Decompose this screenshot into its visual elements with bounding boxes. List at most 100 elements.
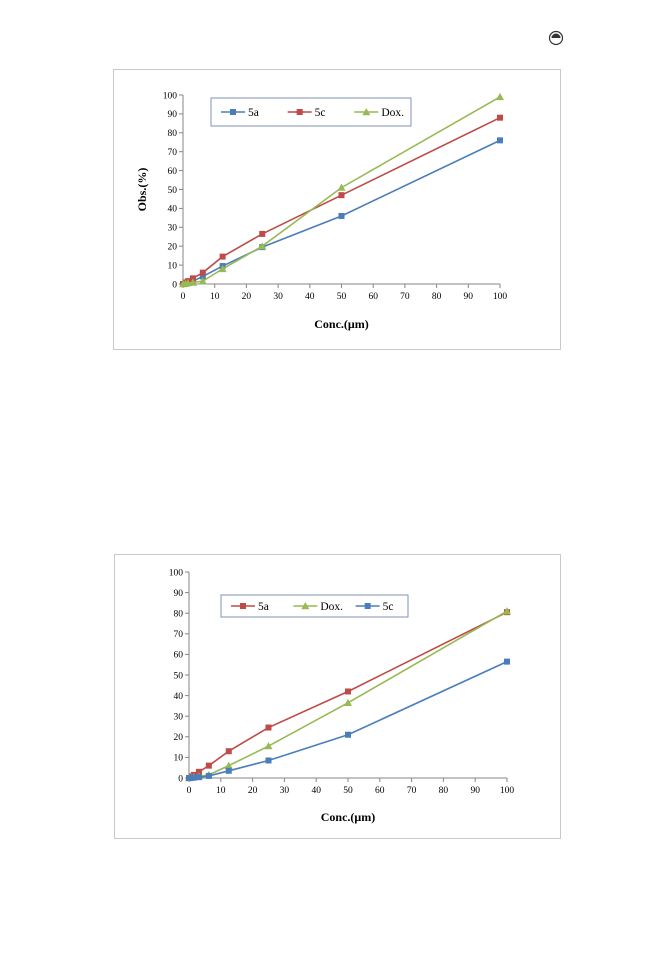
c2-x-axis-title: Conc.(μm) (321, 810, 375, 824)
c2-data-point (503, 607, 511, 615)
c2-x-tick-label: 20 (248, 786, 258, 796)
c1-legend-marker (296, 109, 303, 115)
c2-x-tick-label: 90 (470, 786, 480, 796)
c1-legend-marker (230, 109, 236, 115)
c1-data-point (337, 183, 346, 191)
c2-x-tick-label: 60 (375, 786, 385, 796)
c1-y-axis-title: Obs.(%) (135, 168, 149, 212)
c1-y-tick-label: 10 (168, 261, 178, 271)
c1-y-tick-label: 90 (168, 110, 178, 120)
c1-data-point (259, 230, 266, 237)
c1-data-point (198, 277, 207, 285)
c2-series-5a (186, 609, 510, 781)
c2-legend-marker (240, 603, 246, 609)
c1-y-tick-label: 100 (163, 91, 178, 101)
c1-legend-label: 5a (248, 107, 259, 119)
c1-data-point (189, 275, 196, 282)
c1-legend-label: Dox. (381, 107, 404, 119)
c1-data-point (338, 192, 345, 199)
c1-data-point (188, 278, 197, 286)
c2-y-tick-label: 100 (169, 568, 184, 578)
c2-series-5c (186, 658, 510, 781)
c2-y-tick-label: 30 (174, 713, 184, 723)
c1-data-point (497, 137, 503, 144)
radio-button-icon (548, 30, 564, 46)
chart-2: 0 10 20 30 40 50 60 70 80 90 100 0 10 20 30 40 50 60 70 80 9… (114, 554, 561, 839)
c2-y-tick-label: 80 (174, 610, 184, 620)
c2-x-tick-label: 70 (407, 786, 417, 796)
c2-y-tick-label: 10 (174, 754, 184, 764)
c1-series-line (182, 139, 501, 285)
c2-series-line (188, 611, 508, 779)
c2-legend-label: 5c (383, 601, 394, 613)
c2-y-tick-label: 50 (174, 671, 184, 681)
c1-x-tick-label: 50 (337, 292, 347, 302)
c2-y-tick-label: 40 (174, 692, 184, 702)
c1-x-tick-label: 90 (464, 292, 474, 302)
c1-series-dox (179, 92, 504, 288)
c2-data-point (195, 768, 202, 775)
c1-series-5c (180, 114, 503, 287)
c2-legend-marker (301, 602, 310, 610)
c2-x-tick-label: 50 (343, 786, 353, 796)
chart-2-svg: 0 10 20 30 40 50 60 70 80 90 100 0 10 20 30 40 50 60 70 80 9… (169, 568, 515, 824)
chart-1: 0 10 20 30 40 50 60 70 80 90 100 0 10 20 30 40 50 60 70 80 9… (113, 69, 561, 350)
c1-x-tick-label: 80 (432, 292, 442, 302)
c2-y-tick-label: 20 (174, 733, 184, 743)
c2-data-point (225, 767, 232, 774)
c1-y-tick-label: 20 (168, 243, 178, 253)
c2-legend-label: 5a (258, 601, 269, 613)
c2-data-point (205, 762, 212, 769)
c2-legend-marker (364, 603, 371, 609)
c1-x-tick-label: 70 (400, 292, 410, 302)
c2-data-point (264, 742, 273, 750)
c2-data-point (225, 748, 232, 755)
c1-data-point (497, 114, 503, 121)
c2-data-point (344, 698, 352, 707)
c1-x-axis-title: Conc.(μm) (314, 317, 368, 331)
c2-y-tick-label: 90 (174, 589, 184, 599)
c2-legend-label: Dox. (320, 601, 343, 613)
c1-legend-marker (362, 108, 371, 116)
c2-x-tick-label: 30 (280, 786, 290, 796)
c1-data-point (218, 264, 227, 273)
c1-x-tick-label: 10 (210, 292, 220, 302)
c1-x-tick-label: 0 (181, 292, 186, 302)
c2-data-point (345, 688, 351, 695)
c1-x-tick-label: 60 (368, 292, 378, 302)
c1-y-tick-label: 60 (168, 167, 178, 177)
chart-1-svg: 0 10 20 30 40 50 60 70 80 90 100 0 10 20 30 40 50 60 70 80 9… (135, 91, 508, 331)
c2-data-point (345, 731, 351, 738)
c2-data-point (265, 757, 272, 764)
c1-y-tick-label: 80 (168, 129, 178, 139)
c1-x-tick-label: 40 (305, 292, 315, 302)
c1-data-point (496, 92, 504, 101)
c1-y-tick-label: 50 (168, 186, 178, 196)
c1-data-point (338, 212, 345, 219)
c1-series-5a (180, 137, 503, 287)
c1-data-point (199, 273, 206, 280)
c1-data-point (258, 242, 267, 250)
c1-y-tick-label: 30 (168, 224, 178, 234)
c1-x-tick-label: 100 (493, 292, 508, 302)
c2-data-point (190, 774, 197, 781)
c2-data-point (205, 772, 212, 779)
c1-y-tick-label: 70 (168, 148, 178, 158)
c1-series-line (182, 116, 501, 285)
c2-y-tick-label: 60 (174, 651, 184, 661)
c2-y-tick-label: 0 (178, 774, 183, 784)
c1-y-tick-label: 40 (168, 205, 178, 215)
c2-data-point (504, 658, 510, 665)
c2-x-tick-label: 80 (439, 786, 449, 796)
c2-x-tick-label: 10 (216, 786, 226, 796)
c2-data-point (265, 724, 272, 731)
c1-data-point (199, 269, 206, 276)
c1-legend-label: 5c (315, 107, 326, 119)
c1-x-tick-label: 20 (242, 292, 252, 302)
c2-data-point (224, 761, 233, 769)
c2-x-tick-label: 0 (187, 786, 192, 796)
c2-data-point (195, 774, 202, 781)
c2-x-tick-label: 40 (311, 786, 321, 796)
c2-x-tick-label: 100 (500, 786, 515, 796)
c1-data-point (219, 253, 226, 260)
